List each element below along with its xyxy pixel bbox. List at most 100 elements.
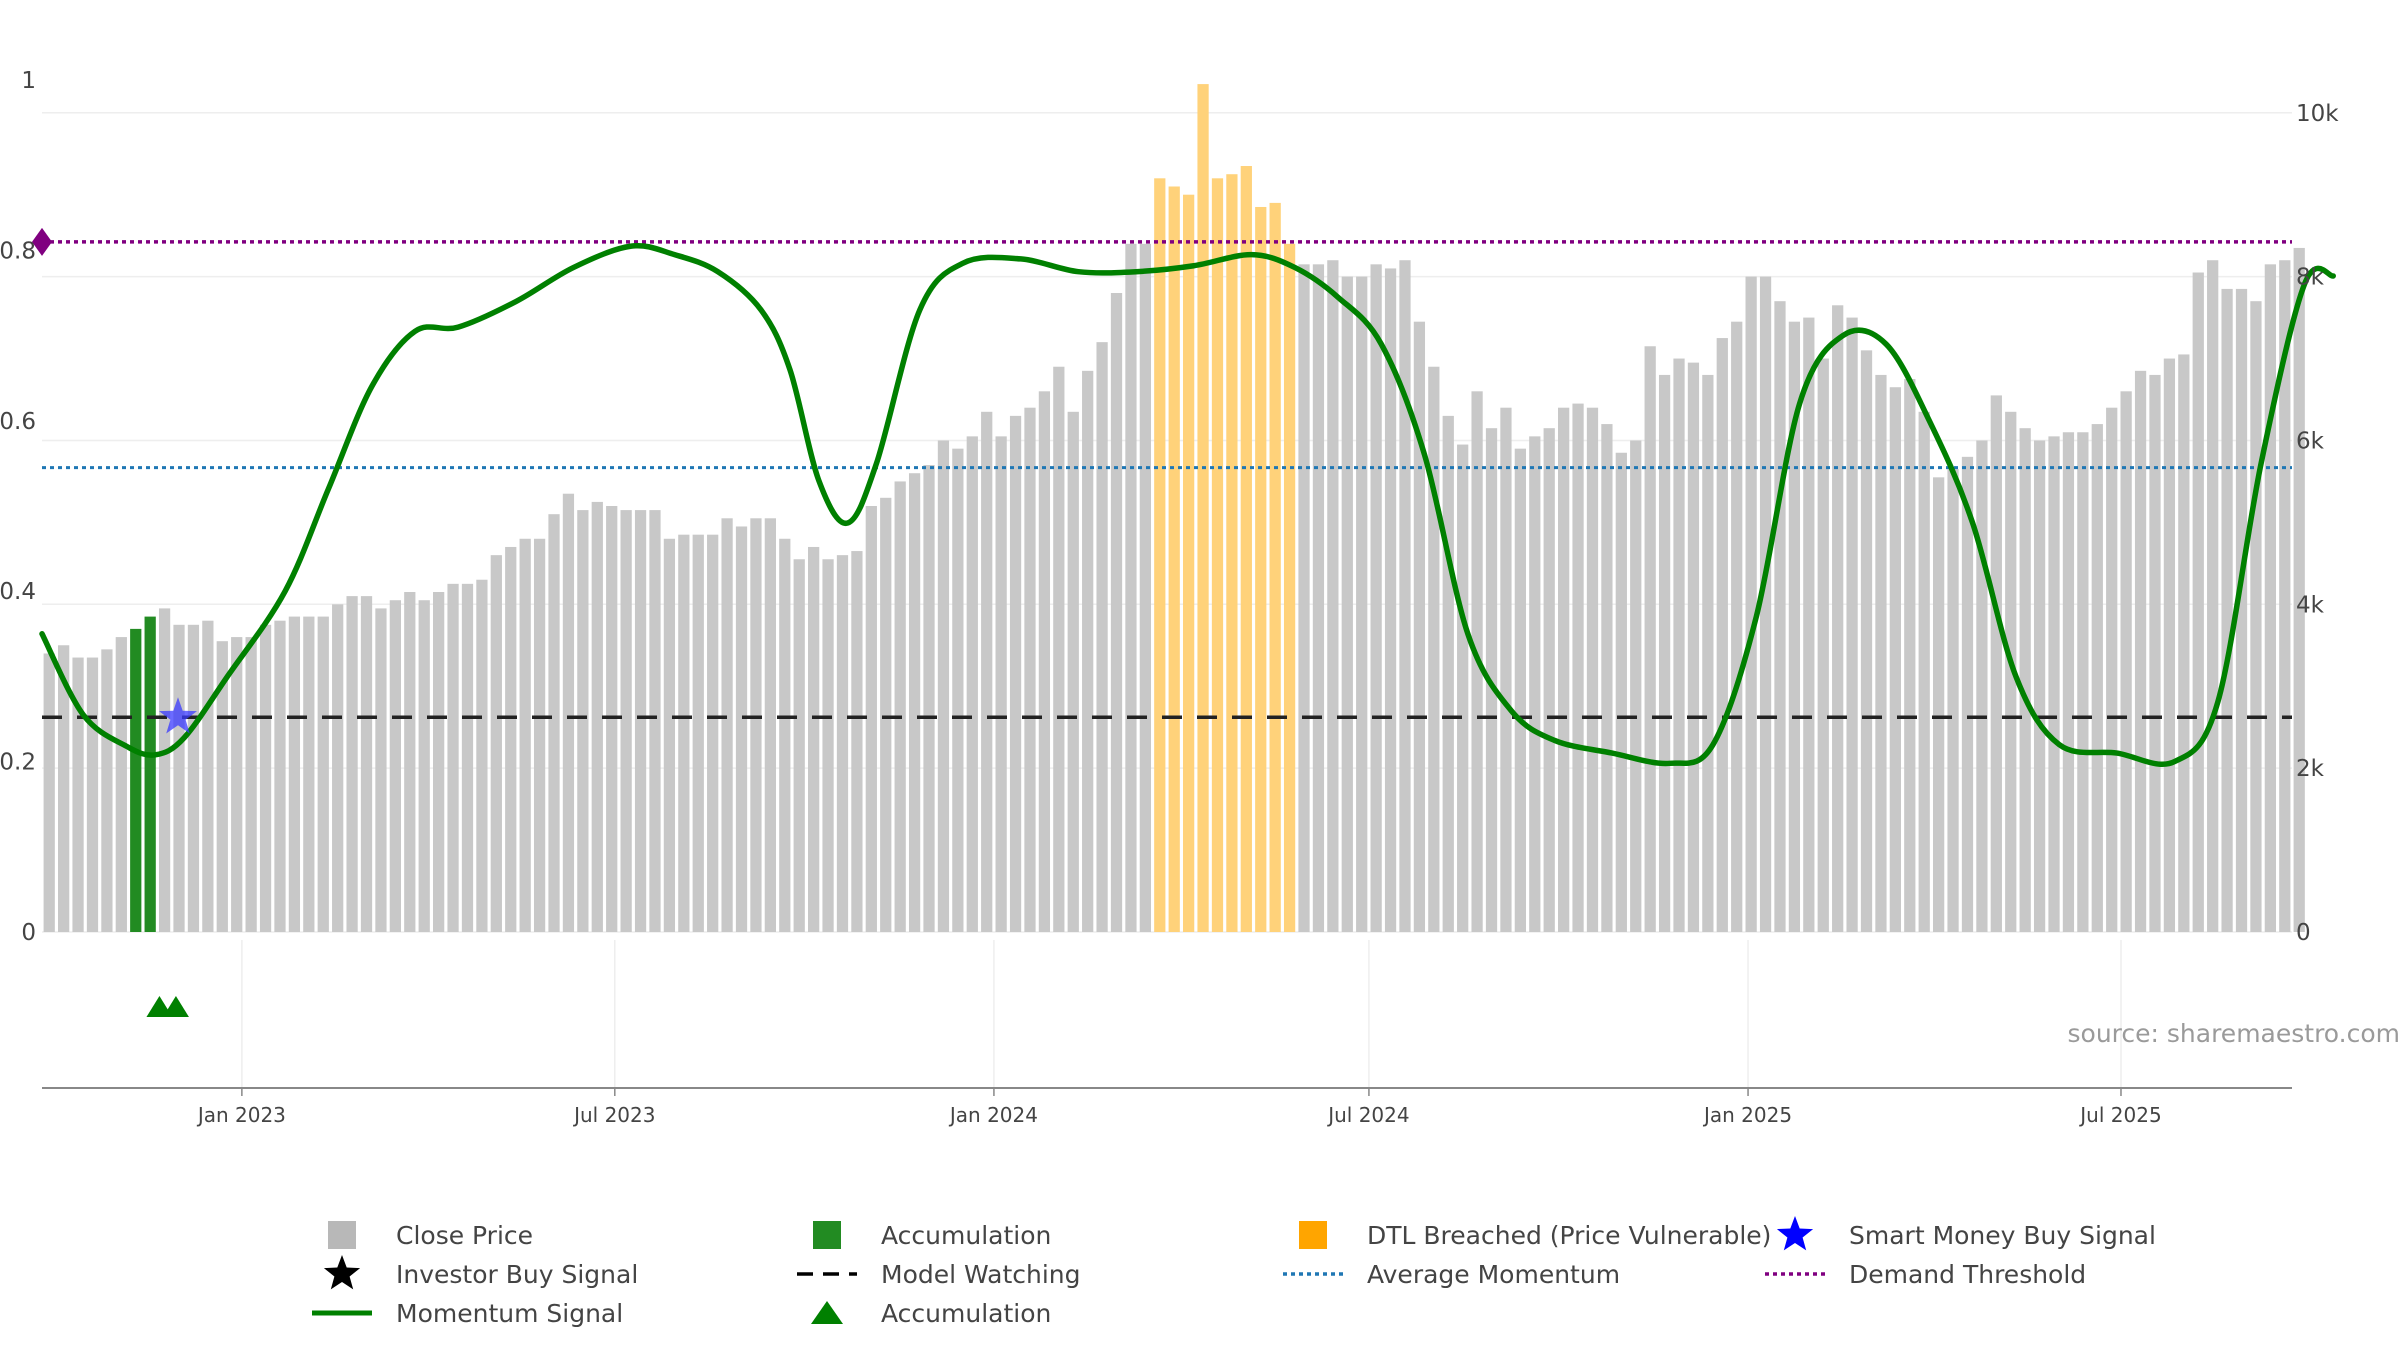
close-price-bar	[1082, 371, 1093, 932]
close-price-bar	[635, 510, 646, 932]
close-price-bar	[346, 596, 357, 932]
dtl-breached-bar	[1212, 178, 1223, 932]
close-price-bar	[491, 555, 502, 932]
close-price-bar	[1919, 412, 1930, 932]
source-label: source: sharemaestro.com	[2068, 1019, 2400, 1048]
close-price-bar	[2207, 260, 2218, 932]
y-right-tick-label: 6k	[2296, 428, 2325, 454]
close-price-bar	[563, 494, 574, 932]
legend-item: Close Price	[328, 1221, 533, 1250]
close-price-bar	[116, 637, 127, 932]
close-price-bar	[1774, 301, 1785, 932]
close-price-bar	[1024, 408, 1035, 932]
close-price-bar	[173, 625, 184, 932]
legend-item: Smart Money Buy Signal	[1777, 1216, 2156, 1250]
close-price-bar	[1861, 350, 1872, 932]
close-price-bar	[1414, 322, 1425, 932]
close-price-bar	[621, 510, 632, 932]
close-price-bar	[1832, 305, 1843, 932]
close-price-bar	[1673, 359, 1684, 932]
x-tick-label: Jan 2023	[196, 1103, 286, 1127]
close-price-bar	[87, 658, 98, 932]
dtl-breached-bar	[1270, 203, 1281, 932]
close-price-bar	[159, 608, 170, 932]
dtl-breached-bar	[1169, 187, 1180, 933]
close-price-bar	[1428, 367, 1439, 932]
legend-label: Accumulation	[881, 1221, 1051, 1250]
close-price-bar	[2164, 359, 2175, 932]
close-price-bar	[2063, 432, 2074, 932]
close-price-bar	[592, 502, 603, 932]
close-price-bar	[1039, 391, 1050, 932]
close-price-bar	[866, 506, 877, 932]
y-right-tick-label: 2k	[2296, 756, 2325, 782]
close-price-bar	[303, 617, 314, 932]
close-price-bar	[1875, 375, 1886, 932]
close-price-bar	[1457, 445, 1468, 932]
close-price-bar	[2121, 391, 2132, 932]
close-price-bar	[794, 559, 805, 932]
close-price-bar	[1068, 412, 1079, 932]
legend-square-icon	[328, 1221, 356, 1249]
close-price-bar	[2265, 264, 2276, 932]
close-price-bar	[2193, 273, 2204, 932]
close-price-bar	[2221, 289, 2232, 932]
legend-star-icon	[324, 1255, 360, 1289]
close-price-bar	[318, 617, 329, 932]
close-price-bar	[534, 539, 545, 932]
close-price-bar	[938, 440, 949, 932]
accumulation-bar	[145, 617, 156, 932]
x-tick-label: Jan 2025	[1702, 1103, 1792, 1127]
y-right-tick-label: 0	[2296, 920, 2311, 946]
legend-label: Model Watching	[881, 1260, 1081, 1289]
legend-square-icon	[813, 1221, 841, 1249]
close-price-bar	[1342, 277, 1353, 932]
close-price-bar	[520, 539, 531, 932]
close-price-bar	[2250, 301, 2261, 932]
close-price-bar	[231, 637, 242, 932]
close-price-bar	[750, 518, 761, 932]
close-price-bar	[1298, 264, 1309, 932]
legend-square-icon	[1299, 1221, 1327, 1249]
close-price-bar	[996, 436, 1007, 932]
dtl-breached-bar	[1226, 174, 1237, 932]
close-price-bar	[1558, 408, 1569, 932]
close-price-bar	[505, 547, 516, 932]
close-price-bar	[1947, 469, 1958, 932]
close-price-bar	[375, 608, 386, 932]
close-price-bar	[2048, 436, 2059, 932]
close-price-bar	[2077, 432, 2088, 932]
close-price-bar	[202, 621, 213, 932]
x-tick-label: Jul 2023	[572, 1103, 655, 1127]
close-price-bar	[361, 596, 372, 932]
close-price-bar	[808, 547, 819, 932]
accumulation-bar	[130, 629, 141, 932]
close-price-bar	[1587, 408, 1598, 932]
close-price-bar	[967, 436, 978, 932]
close-price-bar	[2092, 424, 2103, 932]
close-price-bar	[1731, 322, 1742, 932]
close-price-bar	[462, 584, 473, 932]
close-price-bar	[1096, 342, 1107, 932]
close-price-bar	[2135, 371, 2146, 932]
dtl-breached-bar	[1284, 244, 1295, 932]
close-price-bar	[1933, 477, 1944, 932]
legend-item: Accumulation	[813, 1221, 1051, 1250]
dtl-breached-bar	[1241, 166, 1252, 932]
close-price-bar	[260, 625, 271, 932]
close-price-bar	[1443, 416, 1454, 932]
close-price-bar	[1515, 449, 1526, 932]
y-left-tick-label: 0	[21, 920, 36, 946]
close-price-bar	[895, 481, 906, 932]
legend-triangle-icon	[811, 1301, 843, 1324]
close-price-bar	[246, 637, 257, 932]
close-price-bar	[433, 592, 444, 932]
legend-label: Accumulation	[881, 1299, 1051, 1328]
close-price-bar	[1818, 359, 1829, 932]
legend-item: Model Watching	[797, 1260, 1081, 1289]
legend-item: Average Momentum	[1283, 1260, 1620, 1289]
close-price-bar	[188, 625, 199, 932]
legend-item: Investor Buy Signal	[324, 1255, 638, 1289]
close-price-bar	[1803, 318, 1814, 932]
